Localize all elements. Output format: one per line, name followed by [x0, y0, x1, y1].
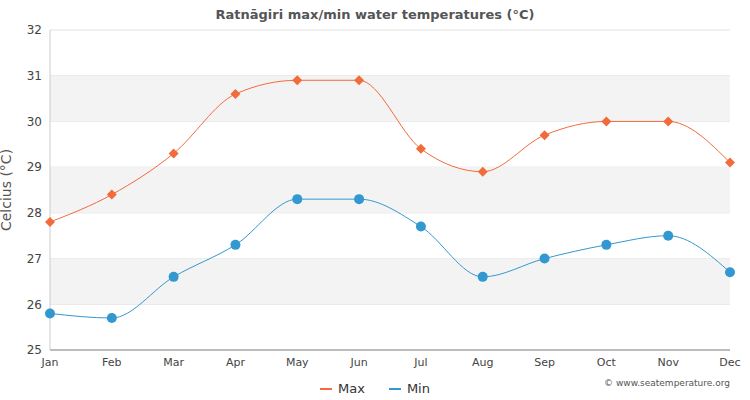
svg-text:Aug: Aug: [472, 356, 493, 369]
svg-text:Apr: Apr: [226, 356, 246, 369]
svg-text:Sep: Sep: [534, 356, 555, 369]
svg-text:Jun: Jun: [349, 356, 367, 369]
svg-text:31: 31: [27, 69, 42, 83]
svg-text:29: 29: [27, 160, 42, 174]
svg-text:26: 26: [27, 298, 42, 312]
svg-text:Mar: Mar: [163, 356, 184, 369]
svg-text:Feb: Feb: [102, 356, 121, 369]
svg-text:Dec: Dec: [719, 356, 740, 369]
svg-text:Nov: Nov: [657, 356, 679, 369]
html-text:© www.seatemperature.org: © www.seatemperature.org: [604, 378, 730, 388]
html-text:Max: Max: [338, 381, 365, 396]
html-text:Ratnāgiri max/min water temper: Ratnāgiri max/min water temperatures (°C…: [215, 7, 535, 22]
svg-text:32: 32: [27, 23, 42, 37]
svg-text:Jan: Jan: [41, 356, 59, 369]
svg-text:Celcius (°C): Celcius (°C): [8, 149, 14, 231]
html-text:Min: Min: [406, 381, 430, 396]
svg-text:30: 30: [27, 115, 42, 129]
svg-text:Jul: Jul: [413, 356, 427, 369]
svg-text:25: 25: [27, 343, 42, 357]
svg-text:28: 28: [27, 206, 42, 220]
svg-text:Oct: Oct: [597, 356, 617, 369]
svg-text:May: May: [286, 356, 309, 369]
svg-text:27: 27: [27, 252, 42, 266]
